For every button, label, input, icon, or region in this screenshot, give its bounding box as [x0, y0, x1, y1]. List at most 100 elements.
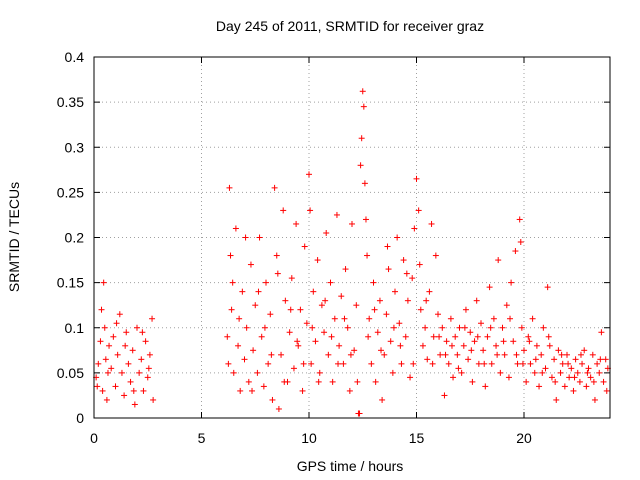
data-point: [503, 302, 510, 309]
data-point: [275, 405, 282, 412]
data-point: [514, 360, 521, 367]
data-point: [99, 387, 106, 394]
data-point: [516, 216, 523, 223]
data-point: [571, 374, 578, 381]
data-point: [299, 387, 306, 394]
data-point: [340, 360, 347, 367]
data-point: [468, 347, 475, 354]
data-point: [387, 338, 394, 345]
data-point: [546, 342, 553, 349]
data-point: [490, 315, 497, 322]
data-point: [381, 351, 388, 358]
data-point: [443, 338, 450, 345]
x-tick-labels: 0 5 10 15 20: [90, 430, 532, 446]
data-point: [149, 315, 156, 322]
data-point: [539, 369, 546, 376]
data-point: [473, 297, 480, 304]
data-point: [565, 360, 572, 367]
data-point: [542, 365, 549, 372]
data-point: [566, 374, 573, 381]
data-point: [419, 342, 426, 349]
data-point: [225, 360, 232, 367]
y-tick-label: 0.15: [57, 275, 84, 291]
data-point: [242, 234, 249, 241]
data-point: [150, 396, 157, 403]
data-point: [581, 347, 588, 354]
data-point: [494, 351, 501, 358]
data-point: [265, 360, 272, 367]
data-point: [267, 311, 274, 318]
data-point: [362, 216, 369, 223]
data-point: [590, 378, 597, 385]
data-point: [293, 220, 300, 227]
data-point: [531, 369, 538, 376]
data-point: [316, 369, 323, 376]
data-point: [122, 342, 129, 349]
chart-title: Day 245 of 2011, SRMTID for receiver gra…: [216, 18, 484, 34]
data-point: [458, 369, 465, 376]
data-point: [461, 324, 468, 331]
data-point: [397, 342, 404, 349]
data-point: [383, 311, 390, 318]
data-point: [460, 342, 467, 349]
data-point: [392, 288, 398, 295]
data-point: [323, 229, 330, 236]
data-point: [123, 329, 130, 336]
data-point: [572, 356, 579, 363]
data-point: [422, 324, 429, 331]
data-point: [499, 324, 506, 331]
data-point: [273, 252, 280, 259]
data-point: [364, 252, 371, 259]
data-point: [521, 347, 527, 354]
data-point: [505, 374, 512, 381]
data-point: [235, 342, 242, 349]
data-point: [232, 225, 239, 232]
data-point: [241, 356, 248, 363]
data-point: [500, 338, 507, 345]
data-point: [263, 279, 269, 286]
data-point: [102, 356, 109, 363]
data-point: [518, 324, 525, 331]
data-point: [400, 257, 407, 264]
data-point: [467, 329, 474, 336]
data-point: [130, 387, 137, 394]
data-point: [417, 306, 424, 313]
y-tick-label: 0.3: [65, 139, 85, 155]
data-point: [526, 338, 533, 345]
data-point: [333, 211, 340, 218]
data-point: [112, 383, 119, 390]
data-point: [261, 324, 268, 331]
data-point: [376, 297, 383, 304]
data-point: [587, 374, 594, 381]
data-point: [426, 288, 433, 295]
data-point: [372, 378, 379, 385]
data-point: [445, 360, 452, 367]
data-point: [358, 135, 365, 142]
data-point: [139, 329, 146, 336]
data-point: [557, 369, 564, 376]
data-point: [570, 387, 577, 394]
data-point: [378, 347, 385, 354]
data-point: [121, 392, 128, 399]
data-point: [129, 347, 136, 354]
data-point: [288, 275, 295, 282]
data-point: [282, 297, 289, 304]
data-point: [134, 324, 140, 331]
x-tick-label: 15: [409, 430, 425, 446]
data-point: [281, 378, 288, 385]
data-point: [416, 261, 423, 268]
data-point: [269, 396, 276, 403]
data-point: [365, 333, 372, 340]
data-point: [450, 374, 457, 381]
data-point: [138, 356, 145, 363]
data-point: [236, 315, 243, 322]
data-point: [226, 184, 233, 191]
data-point: [338, 293, 345, 300]
x-tick-label: 20: [516, 430, 532, 446]
data-point: [435, 311, 441, 318]
x-axis-label: GPS time / hours: [297, 458, 404, 474]
data-point: [359, 88, 366, 95]
data-point: [230, 369, 237, 376]
data-point: [301, 243, 308, 250]
